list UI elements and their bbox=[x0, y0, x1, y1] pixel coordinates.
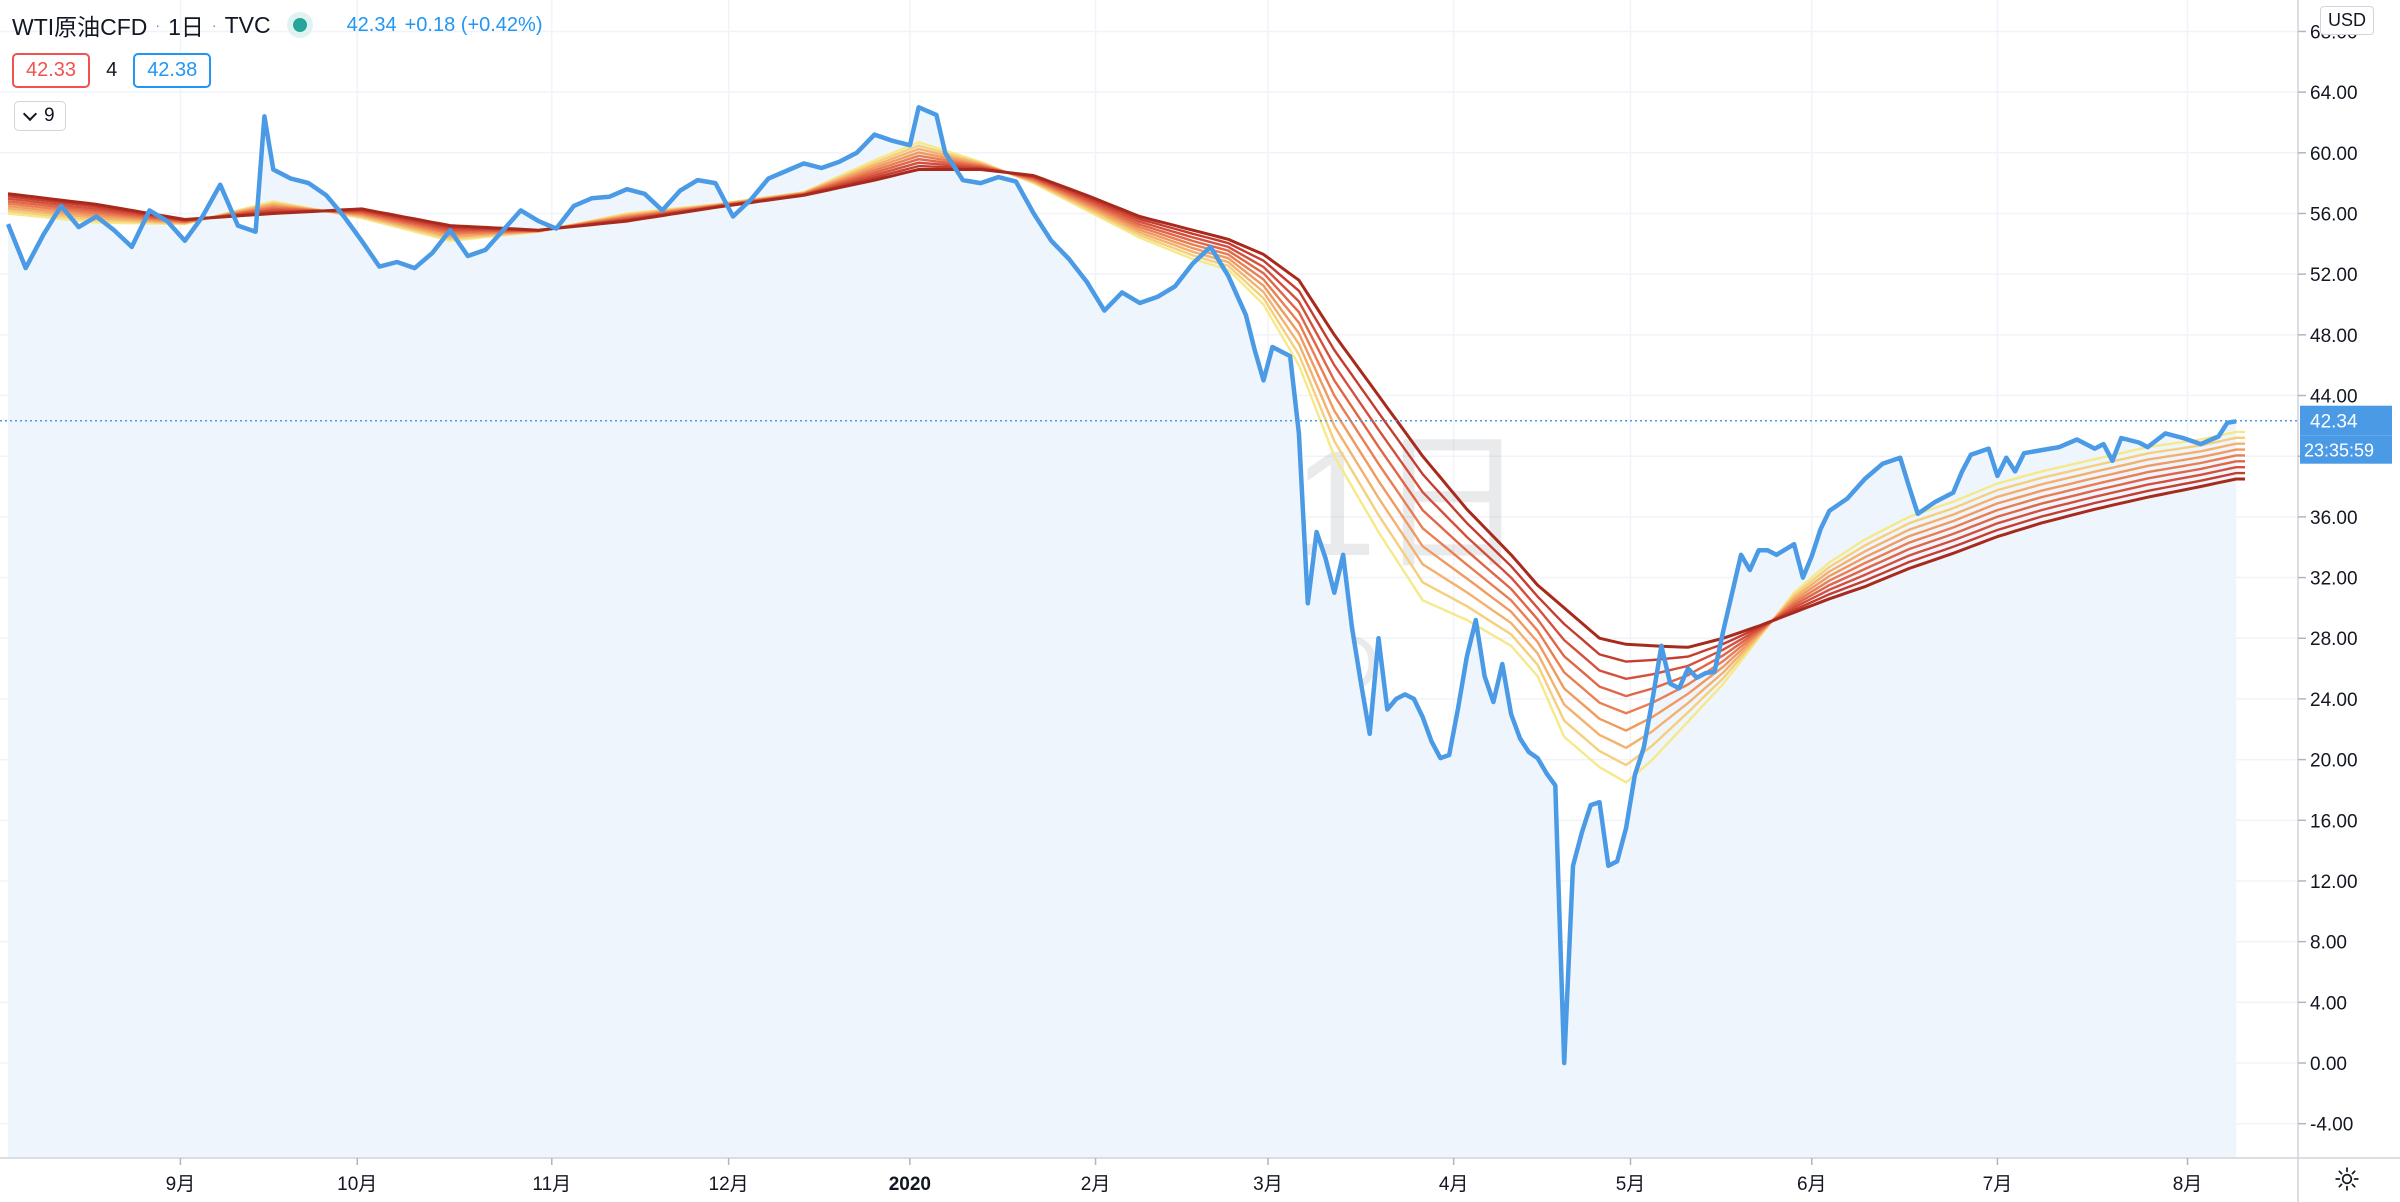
price-tick-label: 28.00 bbox=[2310, 629, 2358, 650]
ma-line-9 bbox=[7, 168, 2245, 649]
indicators-toggle-button[interactable]: 9 bbox=[14, 101, 66, 131]
time-tick-label: 12月 bbox=[709, 1174, 749, 1195]
separator: · bbox=[155, 17, 161, 33]
price-tick-label: 12.00 bbox=[2310, 872, 2358, 893]
price-tick-label: -4.00 bbox=[2310, 1115, 2353, 1136]
interval-label[interactable]: 1日 bbox=[168, 14, 204, 40]
price-area-fill bbox=[8, 107, 2237, 1158]
symbol-header: WTI原油CFD · 1日 · TVC 42.34 +0.18 (+0.42%) bbox=[12, 8, 543, 42]
price-tick-label: 24.00 bbox=[2310, 690, 2358, 711]
time-tick-label: 11月 bbox=[532, 1174, 571, 1195]
price-tick-label: 56.00 bbox=[2310, 204, 2358, 225]
separator: · bbox=[211, 17, 217, 33]
price-change: +0.18 (+0.42%) bbox=[404, 13, 543, 36]
price-tick-label: 20.00 bbox=[2310, 751, 2358, 772]
time-axis: 9月 10月 11月 12月 2020 2月 3月 4月 5月 6月 7月 8月 bbox=[166, 1158, 2203, 1195]
moving-average-ribbon bbox=[7, 141, 2245, 784]
last-price-badge-label: 42.34 bbox=[2310, 412, 2358, 433]
price-tick-label: 8.00 bbox=[2310, 933, 2347, 954]
gear-icon[interactable] bbox=[2334, 1166, 2360, 1192]
last-price: 42.34 bbox=[346, 13, 397, 36]
price-tick-label: 60.00 bbox=[2310, 144, 2358, 165]
indicator-count: 9 bbox=[44, 105, 55, 126]
sell-button[interactable]: 42.33 bbox=[12, 53, 91, 88]
time-tick-label: 5月 bbox=[1616, 1174, 1646, 1195]
last-price-badge bbox=[2300, 405, 2392, 436]
buy-button[interactable]: 42.38 bbox=[133, 53, 212, 88]
time-tick-label: 3月 bbox=[1253, 1174, 1283, 1195]
time-tick-label: 7月 bbox=[1983, 1174, 2013, 1195]
time-tick-label: 2020 bbox=[889, 1174, 931, 1195]
ma-line-3 bbox=[7, 147, 2245, 749]
time-tick-label: 8月 bbox=[2173, 1174, 2203, 1195]
price-tick-label: 4.00 bbox=[2310, 993, 2347, 1014]
price-tick-label: 44.00 bbox=[2310, 387, 2358, 408]
time-tick-label: 2月 bbox=[1081, 1174, 1111, 1195]
market-status-icon[interactable] bbox=[292, 18, 307, 32]
ma-line-4 bbox=[7, 151, 2245, 732]
price-line bbox=[5, 105, 2237, 1066]
symbol-name[interactable]: WTI原油CFD bbox=[12, 14, 148, 40]
currency-button[interactable]: USD bbox=[2320, 6, 2375, 35]
exchange-label: TVC bbox=[224, 11, 271, 38]
price-tick-label: 32.00 bbox=[2310, 569, 2358, 590]
trade-panel: 42.33 4 42.38 bbox=[12, 53, 212, 88]
chevron-down-icon bbox=[22, 106, 38, 122]
ma-line-7 bbox=[7, 161, 2245, 680]
countdown-label: 23:35:59 bbox=[2304, 441, 2374, 461]
countdown-badge bbox=[2300, 435, 2392, 464]
time-tick-label: 4月 bbox=[1439, 1174, 1469, 1195]
price-tick-label: 0.00 bbox=[2310, 1054, 2347, 1075]
ma-line-5 bbox=[7, 154, 2245, 715]
price-tick-label: 16.00 bbox=[2310, 811, 2358, 832]
time-tick-label: 9月 bbox=[166, 1174, 196, 1195]
price-tick-label: 64.00 bbox=[2310, 83, 2358, 104]
ma-line-1 bbox=[7, 141, 2245, 784]
ma-line-6 bbox=[7, 158, 2245, 698]
price-tick-label: 48.00 bbox=[2310, 326, 2358, 347]
price-tick-label: 36.00 bbox=[2310, 508, 2358, 529]
spread-value: 4 bbox=[106, 59, 118, 81]
ma-line-2 bbox=[7, 144, 2245, 767]
time-tick-label: 6月 bbox=[1797, 1174, 1827, 1195]
price-tick-label: 52.00 bbox=[2310, 265, 2358, 286]
time-tick-label: 10月 bbox=[337, 1174, 377, 1195]
